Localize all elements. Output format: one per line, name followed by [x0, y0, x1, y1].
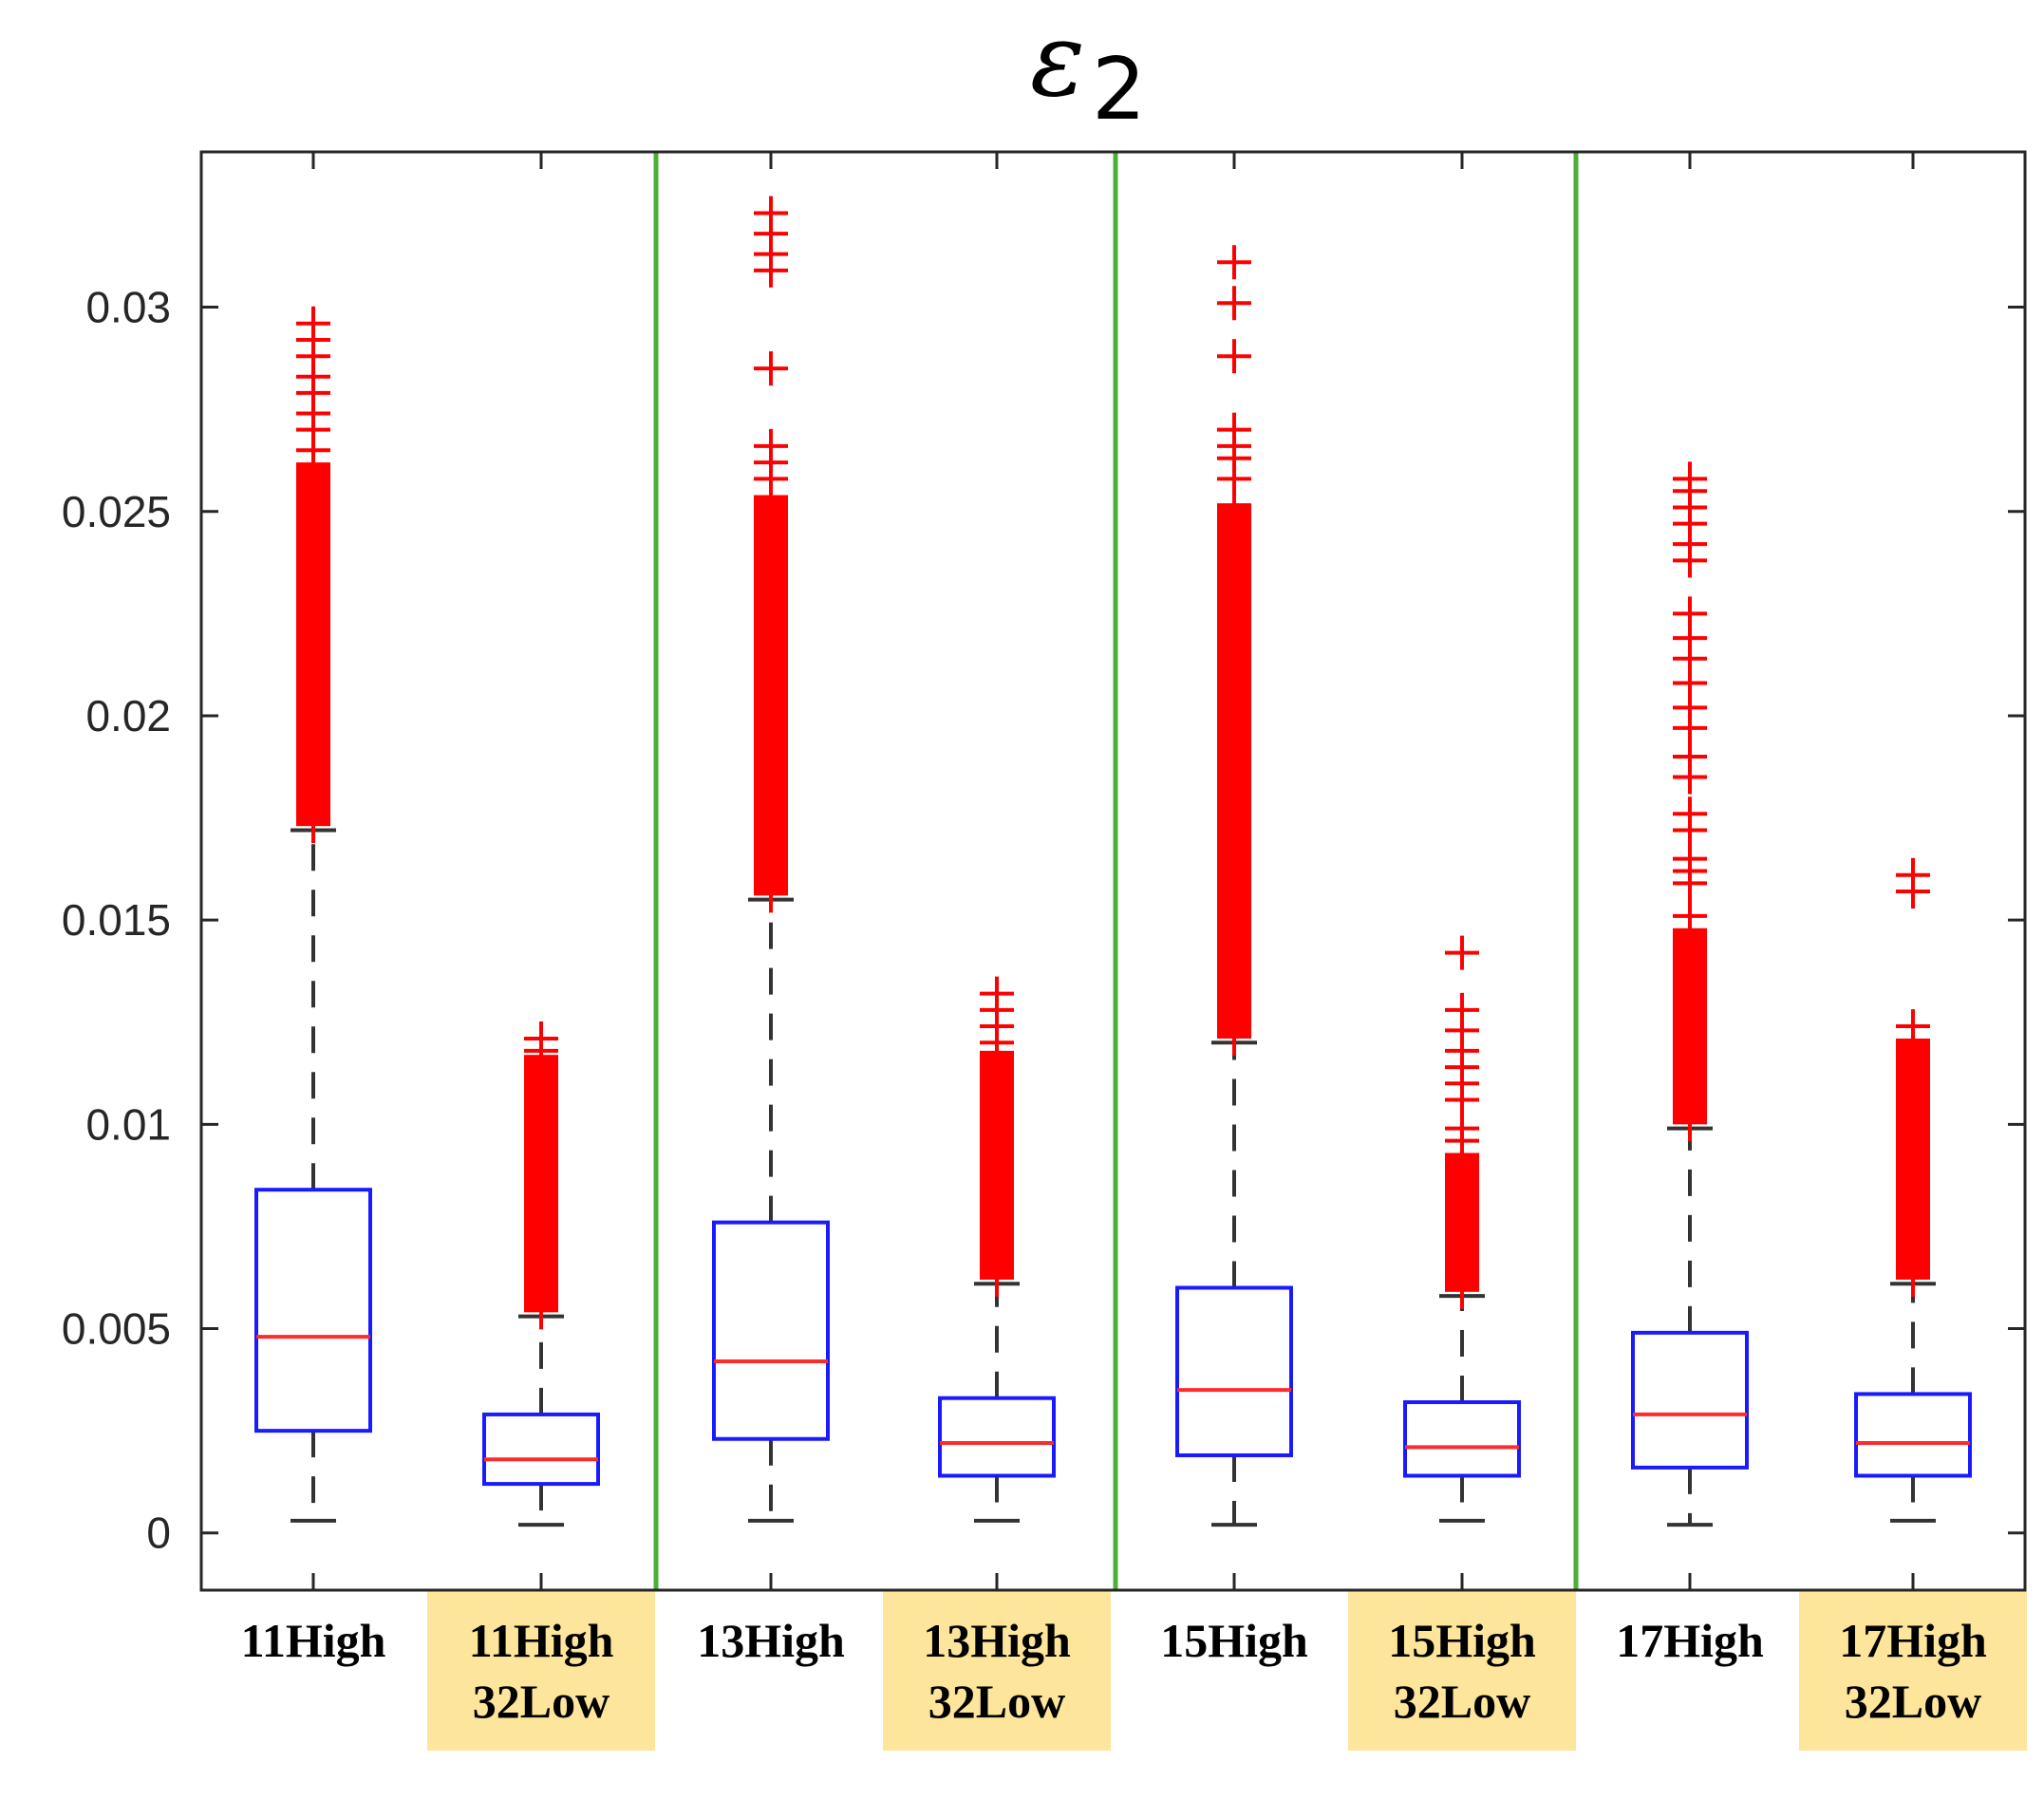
x-category-label: 13High — [923, 1614, 1071, 1667]
x-category-label: 13High — [697, 1614, 845, 1667]
y-tick-label: 0.005 — [62, 1304, 171, 1354]
iqr-box — [1854, 1392, 1972, 1478]
outlier-marker — [1217, 286, 1251, 321]
box-5 — [1175, 245, 1293, 1527]
outlier-marker — [1217, 339, 1251, 374]
title-text: ε — [1030, 1, 1085, 120]
outlier-marker — [1673, 898, 1707, 933]
box-6 — [1403, 935, 1521, 1523]
chart-title: ε 2 — [1030, 1, 1146, 140]
outlier-marker — [1673, 841, 1707, 876]
box-2 — [482, 1021, 600, 1527]
outlier-marker — [1217, 245, 1251, 280]
category-highlight — [883, 1591, 1111, 1751]
x-category-label: 32Low — [473, 1675, 609, 1728]
outlier-marker — [1896, 1009, 1930, 1044]
x-category-label: 11High — [469, 1614, 614, 1667]
y-tick-label: 0.02 — [85, 691, 171, 740]
plot-area — [254, 196, 1972, 1527]
outlier-marker — [1217, 412, 1251, 447]
y-tick-label: 0 — [146, 1509, 171, 1558]
iqr-box — [1175, 1285, 1293, 1457]
outlier-marker — [1673, 739, 1707, 774]
outlier-marker — [1673, 596, 1707, 631]
outlier-marker — [980, 976, 1014, 1011]
category-highlight — [1799, 1591, 2027, 1751]
outlier-marker — [754, 428, 788, 463]
box-7 — [1631, 461, 1749, 1527]
outlier-marker — [1896, 857, 1930, 892]
outlier-marker — [296, 306, 330, 341]
outlier-marker — [1445, 1111, 1479, 1146]
title-subscript: 2 — [1092, 40, 1146, 140]
group-separators — [653, 152, 1579, 1590]
iqr-box — [482, 1412, 600, 1487]
x-category-label: 11High — [241, 1614, 386, 1667]
x-category-label: 32Low — [1394, 1675, 1530, 1728]
axes — [199, 150, 2027, 1592]
x-category-label: 32Low — [1845, 1675, 1981, 1728]
category-highlight — [427, 1591, 655, 1751]
outlier-marker — [754, 351, 788, 386]
iqr-box — [938, 1396, 1056, 1478]
box-1 — [254, 306, 372, 1523]
x-category-label: 32Low — [928, 1675, 1065, 1728]
x-category-label: 15High — [1160, 1614, 1308, 1667]
x-category-label: 15High — [1388, 1614, 1536, 1667]
outlier-marker — [1673, 461, 1707, 497]
tick-labels: 0 0.005 0.01 0.015 0.02 0.025 0.03 11High 11High… — [62, 283, 1987, 1728]
outlier-marker — [524, 1021, 558, 1056]
iqr-box — [1631, 1330, 1749, 1470]
box-3 — [712, 196, 830, 1523]
x-category-label: 17High — [1839, 1614, 1987, 1667]
outlier-marker — [1673, 796, 1707, 832]
iqr-box — [1403, 1400, 1521, 1478]
outlier-marker — [754, 196, 788, 231]
y-tick-label: 0.025 — [62, 487, 171, 536]
box-8 — [1854, 857, 1972, 1523]
y-tick-label: 0.03 — [85, 283, 171, 332]
outlier-marker — [1445, 992, 1479, 1027]
box-4 — [938, 976, 1056, 1523]
iqr-box — [254, 1188, 372, 1434]
axes-frame — [199, 150, 2027, 1592]
x-category-label: 17High — [1616, 1614, 1764, 1667]
y-tick-label: 0.015 — [62, 895, 171, 945]
category-highlight — [1348, 1591, 1576, 1751]
iqr-box — [712, 1220, 830, 1441]
outlier-marker — [1445, 935, 1479, 970]
y-tick-label: 0.01 — [85, 1099, 171, 1149]
category-highlights — [427, 1591, 2027, 1751]
